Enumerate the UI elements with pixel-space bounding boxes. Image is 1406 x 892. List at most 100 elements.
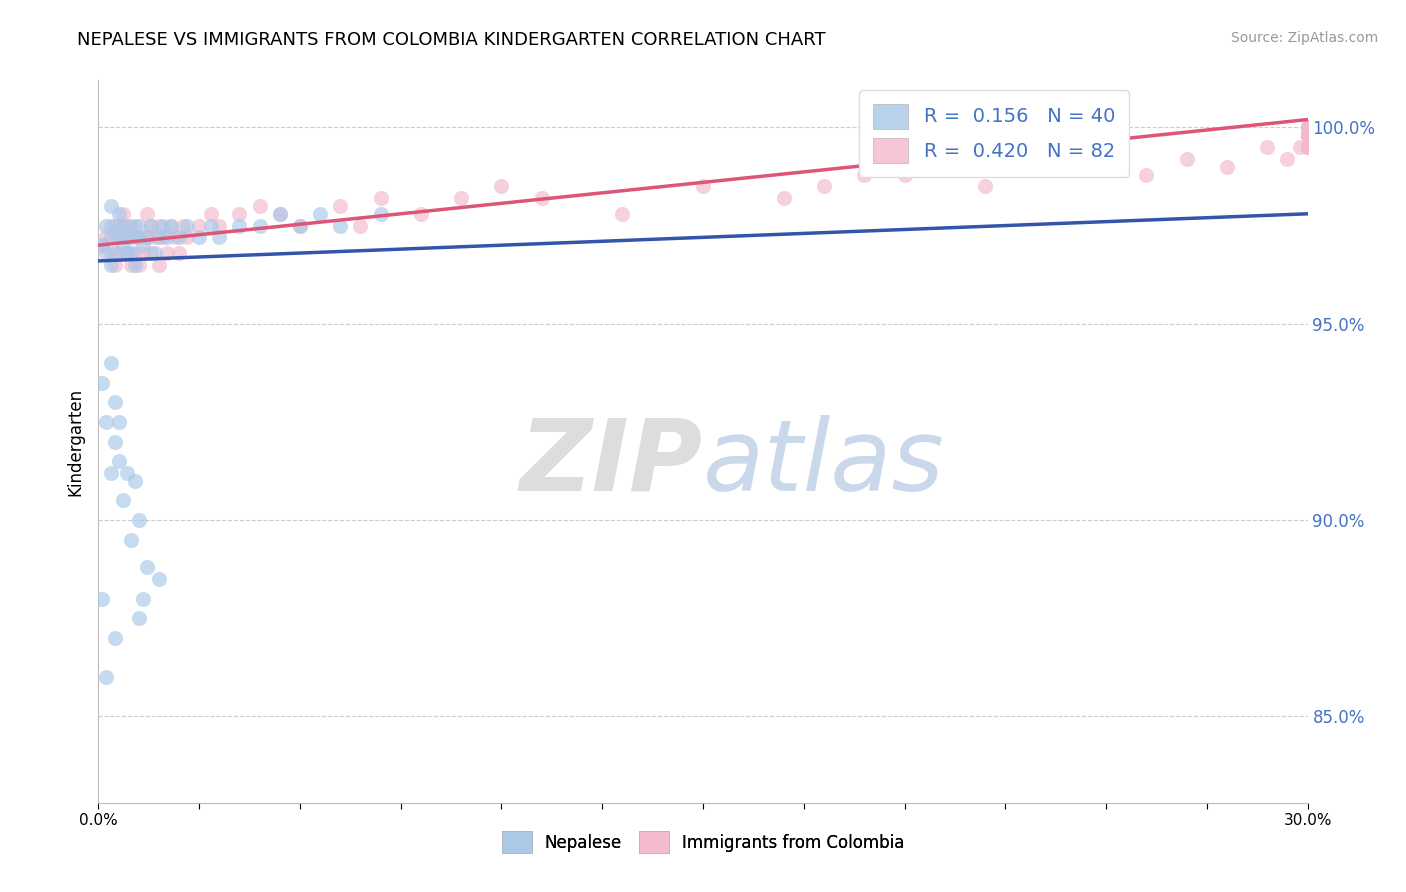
Legend: Nepalese, Immigrants from Colombia: Nepalese, Immigrants from Colombia — [495, 825, 911, 860]
Point — [893, 168, 915, 182]
Point — [111, 238, 134, 252]
Point — [91, 238, 114, 252]
Point — [107, 207, 129, 221]
Point — [135, 230, 157, 244]
Point — [370, 207, 392, 221]
Point — [974, 179, 997, 194]
Point — [152, 230, 174, 244]
Text: ZIP: ZIP — [520, 415, 703, 512]
Point — [128, 513, 150, 527]
Point — [91, 591, 114, 606]
Point — [100, 466, 122, 480]
Point — [100, 219, 122, 233]
Point — [1288, 140, 1310, 154]
Point — [1296, 128, 1319, 143]
Point — [103, 631, 125, 645]
Point — [1277, 152, 1299, 166]
Point — [269, 207, 291, 221]
Point — [349, 219, 371, 233]
Point — [612, 207, 634, 221]
Point — [139, 219, 162, 233]
Point — [100, 230, 122, 244]
Point — [120, 246, 142, 260]
Point — [156, 246, 179, 260]
Text: Source: ZipAtlas.com: Source: ZipAtlas.com — [1230, 31, 1378, 45]
Point — [148, 572, 170, 586]
Point — [1296, 140, 1319, 154]
Point — [115, 230, 138, 244]
Point — [1296, 128, 1319, 143]
Point — [132, 246, 155, 260]
Point — [103, 258, 125, 272]
Point — [200, 219, 222, 233]
Point — [1296, 128, 1319, 143]
Point — [1296, 140, 1319, 154]
Point — [103, 434, 125, 449]
Point — [1296, 128, 1319, 143]
Point — [1175, 152, 1198, 166]
Point — [188, 230, 211, 244]
Point — [228, 219, 250, 233]
Point — [1216, 160, 1239, 174]
Point — [1296, 128, 1319, 143]
Point — [1054, 160, 1077, 174]
Point — [208, 230, 231, 244]
Point — [100, 356, 122, 370]
Point — [160, 219, 183, 233]
Point — [1296, 120, 1319, 135]
Point — [128, 258, 150, 272]
Point — [228, 207, 250, 221]
Point — [329, 219, 352, 233]
Point — [120, 219, 142, 233]
Point — [176, 219, 198, 233]
Point — [100, 258, 122, 272]
Point — [128, 230, 150, 244]
Point — [1296, 140, 1319, 154]
Point — [249, 219, 271, 233]
Point — [269, 207, 291, 221]
Point — [111, 207, 134, 221]
Point — [132, 238, 155, 252]
Point — [1296, 128, 1319, 143]
Point — [100, 199, 122, 213]
Point — [1256, 140, 1278, 154]
Point — [409, 207, 432, 221]
Point — [103, 230, 125, 244]
Point — [100, 246, 122, 260]
Point — [124, 258, 146, 272]
Point — [329, 199, 352, 213]
Point — [200, 207, 222, 221]
Point — [111, 230, 134, 244]
Point — [124, 219, 146, 233]
Point — [91, 238, 114, 252]
Point — [143, 246, 166, 260]
Point — [115, 219, 138, 233]
Y-axis label: Kindergarten: Kindergarten — [66, 387, 84, 496]
Point — [124, 246, 146, 260]
Point — [1296, 120, 1319, 135]
Point — [128, 230, 150, 244]
Point — [103, 246, 125, 260]
Point — [156, 230, 179, 244]
Point — [813, 179, 835, 194]
Point — [450, 191, 472, 205]
Point — [107, 415, 129, 429]
Point — [288, 219, 311, 233]
Point — [135, 207, 157, 221]
Point — [124, 474, 146, 488]
Point — [1296, 140, 1319, 154]
Point — [107, 230, 129, 244]
Point — [96, 670, 118, 684]
Point — [135, 230, 157, 244]
Point — [96, 246, 118, 260]
Point — [853, 168, 876, 182]
Point — [120, 258, 142, 272]
Point — [115, 246, 138, 260]
Point — [96, 219, 118, 233]
Point — [115, 466, 138, 480]
Point — [772, 191, 794, 205]
Point — [188, 219, 211, 233]
Point — [107, 219, 129, 233]
Point — [96, 230, 118, 244]
Point — [124, 230, 146, 244]
